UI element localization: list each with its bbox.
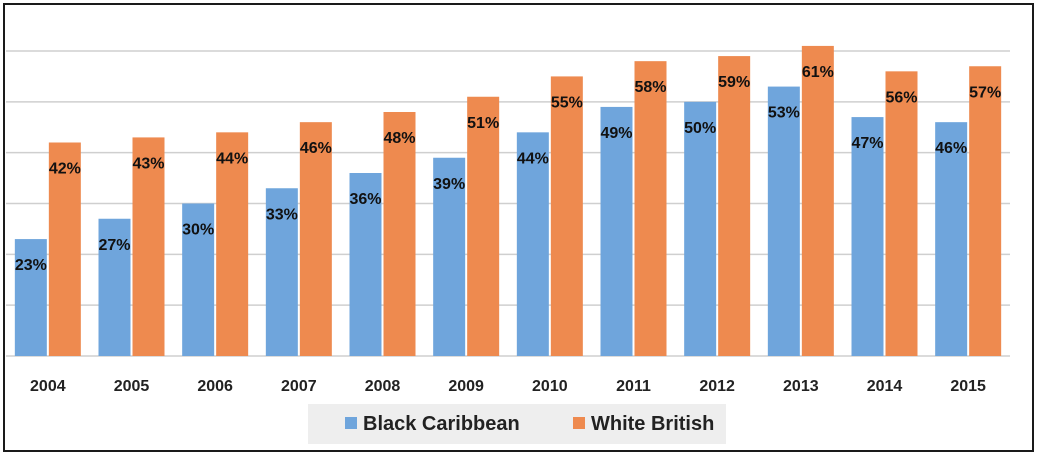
data-label-black-caribbean: 50% [684, 120, 716, 137]
data-label-white-british: 42% [49, 161, 81, 178]
bar-white-british [634, 61, 667, 357]
x-tick-label: 2011 [616, 378, 651, 395]
bar-white-british [48, 142, 81, 356]
x-tick-label: 2004 [30, 378, 66, 395]
bar-black-caribbean [851, 117, 884, 356]
data-label-black-caribbean: 47% [851, 135, 883, 152]
legend-label: Black Caribbean [363, 413, 520, 435]
data-label-black-caribbean: 49% [600, 125, 632, 142]
bar-black-caribbean [349, 173, 382, 356]
data-label-black-caribbean: 44% [517, 150, 549, 167]
bar-black-caribbean [767, 86, 800, 356]
data-labels: 23% 42% 27% 43% 30% 44% 33% 46% 36% 48% 39% 51% 44% 5… [15, 64, 1001, 274]
data-label-white-british: 46% [300, 140, 332, 157]
bars [14, 45, 1002, 357]
x-tick-label: 2007 [281, 378, 317, 395]
legend-background [308, 404, 726, 444]
bar-black-caribbean [935, 122, 968, 357]
bar-black-caribbean [98, 218, 131, 356]
bar-black-caribbean [265, 188, 298, 356]
data-label-white-british: 58% [634, 79, 666, 96]
bar-white-british [132, 137, 165, 356]
bar-white-british [801, 45, 834, 357]
data-label-white-british: 55% [551, 94, 583, 111]
bar-white-british [550, 76, 583, 357]
x-tick-label: 2009 [448, 378, 484, 395]
data-label-black-caribbean: 30% [182, 222, 214, 239]
bar-black-caribbean [600, 106, 633, 357]
x-tick-label: 2006 [197, 378, 233, 395]
data-label-white-british: 51% [467, 115, 499, 132]
legend-swatch [573, 417, 585, 429]
x-tick-label: 2013 [783, 378, 819, 395]
bar-black-caribbean [684, 101, 717, 356]
legend-swatch [345, 417, 357, 429]
bar-black-caribbean [433, 157, 466, 356]
data-label-white-british: 44% [216, 150, 248, 167]
x-tick-label: 2015 [950, 378, 986, 395]
gridlines [6, 50, 1010, 357]
data-label-black-caribbean: 39% [433, 176, 465, 193]
x-axis-ticks: 2004 2005 2006 2007 2008 2009 2010 2011 2012 2013… [30, 378, 986, 395]
bar-white-british [969, 66, 1002, 356]
bar-white-british [383, 112, 416, 356]
x-tick-label: 2012 [699, 378, 735, 395]
data-label-white-british: 61% [802, 64, 834, 81]
x-tick-label: 2008 [365, 378, 401, 395]
data-label-black-caribbean: 23% [15, 257, 47, 274]
data-label-white-british: 43% [132, 155, 164, 172]
bar-white-british [718, 56, 751, 356]
bar-black-caribbean [14, 239, 47, 356]
x-tick-label: 2014 [867, 378, 903, 395]
data-label-white-british: 57% [969, 84, 1001, 101]
bar-white-british [885, 71, 918, 356]
legend-label: White British [591, 413, 714, 435]
data-label-black-caribbean: 36% [349, 191, 381, 208]
bar-black-caribbean [516, 132, 549, 356]
legend: Black Caribbean White British [345, 413, 714, 435]
data-label-black-caribbean: 53% [768, 105, 800, 122]
data-label-black-caribbean: 27% [98, 237, 130, 254]
data-label-black-caribbean: 33% [266, 206, 298, 223]
bar-white-british [299, 122, 332, 357]
data-label-black-caribbean: 46% [935, 140, 967, 157]
data-label-white-british: 59% [718, 74, 750, 91]
bar-white-british [216, 132, 249, 356]
x-tick-label: 2010 [532, 378, 568, 395]
bar-black-caribbean [182, 203, 215, 356]
data-label-white-british: 56% [885, 89, 917, 106]
data-label-white-british: 48% [383, 130, 415, 147]
x-tick-label: 2005 [114, 378, 150, 395]
bar-white-british [467, 96, 500, 356]
